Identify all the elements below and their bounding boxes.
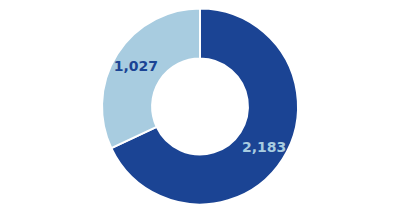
svg-text:2,183: 2,183: [242, 139, 286, 155]
svg-text:1,027: 1,027: [114, 58, 158, 74]
